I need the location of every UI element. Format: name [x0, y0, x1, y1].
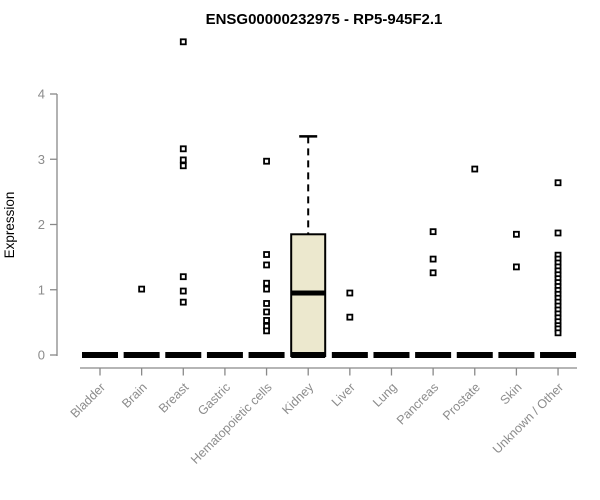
outlier-point [513, 263, 520, 271]
collapsed-box [82, 352, 118, 358]
outlier-point [263, 279, 270, 287]
outlier-point [179, 287, 187, 295]
collapsed-box [415, 352, 452, 358]
outlier-point [263, 261, 270, 269]
x-tick-label: Bladder [68, 380, 108, 420]
x-tick-label: Gastric [195, 380, 233, 418]
y-axis-label: Expression [2, 192, 17, 259]
outlier-point [179, 38, 187, 46]
collapsed-box [248, 352, 285, 358]
collapsed-box [123, 352, 160, 358]
outlier-point [263, 251, 270, 258]
collapsed-box [165, 352, 202, 358]
outlier-point [554, 229, 562, 237]
outlier-point [346, 313, 354, 321]
y-tick-label: 4 [38, 87, 45, 102]
outlier-point [179, 162, 187, 170]
outlier-point [179, 273, 187, 281]
collapsed-box [456, 352, 493, 358]
box-lower-edge [291, 352, 326, 358]
outlier-point [179, 145, 187, 153]
outlier-point [346, 289, 354, 297]
plot-area: 0 1 2 3 4 Bladder Brain Breast GastricHematopoie… [38, 38, 577, 467]
outlier-point [513, 230, 520, 238]
collapsed-box [498, 352, 535, 358]
x-tick-label: Unknown / Other [490, 380, 566, 456]
x-tick-label: Brain [119, 380, 150, 411]
x-tick-label: Lung [370, 380, 400, 410]
chart-title: ENSG00000232975 - RP5-945F2.1 [206, 11, 443, 28]
outlier-point [263, 308, 270, 316]
outlier-point [429, 255, 437, 263]
x-tick-label: Pancreas [394, 380, 441, 427]
y-tick-label: 0 [38, 348, 45, 363]
outlier-point [179, 298, 187, 306]
collapsed-box [373, 352, 410, 358]
x-tick-label: Hematopoietic cells [188, 380, 275, 467]
y-tick-label: 1 [38, 282, 45, 297]
y-tick-label: 3 [38, 152, 45, 167]
x-tick-label: Breast [156, 380, 192, 416]
median-line [291, 290, 326, 296]
y-tick-label: 2 [38, 217, 45, 232]
collapsed-box [206, 352, 243, 358]
outlier-point [263, 327, 270, 335]
outlier-point [263, 317, 270, 324]
outlier-point [554, 179, 562, 187]
outlier-point [263, 157, 270, 165]
collapsed-box [540, 352, 577, 358]
outlier-point [554, 329, 562, 337]
x-tick-label: Liver [329, 380, 358, 409]
collapsed-box [331, 352, 368, 358]
outlier-point [429, 269, 437, 277]
outlier-point [429, 228, 437, 236]
outlier-point [263, 300, 270, 307]
x-tick-label: Skin [497, 380, 524, 407]
x-tick-label: Prostate [440, 380, 483, 423]
outlier-point [179, 156, 187, 164]
outlier-point [471, 165, 479, 173]
outlier-point [263, 285, 270, 293]
x-tick-label: Kidney [279, 380, 316, 417]
outlier-point [138, 285, 146, 293]
